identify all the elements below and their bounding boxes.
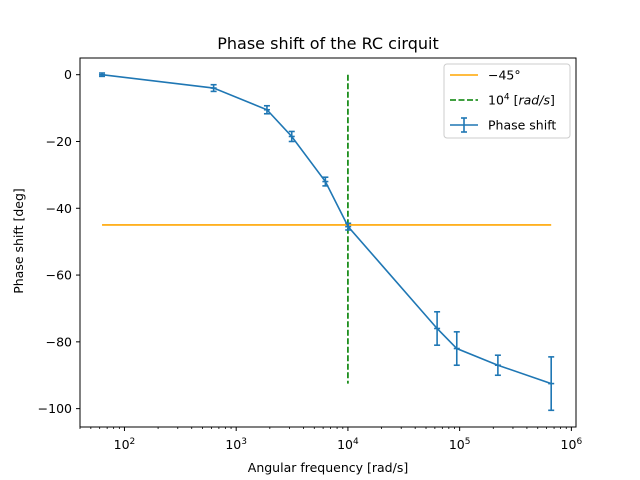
legend: −45° 104 [rad/s] Phase shift xyxy=(443,63,571,139)
error-bar xyxy=(494,354,501,377)
y-tick-label: −40 xyxy=(46,201,72,216)
y-tick-label: −80 xyxy=(46,334,72,349)
y-axis-label: Phase shift [deg] xyxy=(11,188,26,294)
error-bar xyxy=(434,310,441,346)
legend-label: −45° xyxy=(488,68,521,83)
legend-box xyxy=(443,63,571,139)
error-bar xyxy=(288,130,295,143)
legend-label: Phase shift xyxy=(488,118,556,133)
series-line-phase-shift xyxy=(101,73,552,385)
axes-frame xyxy=(79,57,577,428)
error-bar xyxy=(99,72,106,78)
error-bar xyxy=(548,356,555,412)
x-tick-label: 104 xyxy=(337,437,359,452)
x-tick-label: 106 xyxy=(561,437,583,452)
y-tick-label: −20 xyxy=(46,134,72,149)
tick-layer: 0 −20 −40 −60 −80 −100 102 103 104 105 106 xyxy=(38,67,583,452)
chart-title: Phase shift of the RC cirquit xyxy=(217,34,438,53)
error-bar xyxy=(263,104,270,115)
error-bar xyxy=(345,222,352,231)
y-tick-label: −100 xyxy=(38,401,72,416)
x-tick-label: 103 xyxy=(225,437,247,452)
error-bar xyxy=(322,176,329,187)
x-axis-label: Angular frequency [rad/s] xyxy=(248,460,408,475)
x-tick-label: 102 xyxy=(114,437,136,452)
legend-label: 104 [rad/s] xyxy=(488,93,555,108)
error-bar xyxy=(453,331,460,367)
plot-layer xyxy=(99,72,555,412)
y-tick-label: 0 xyxy=(64,67,72,82)
error-bar xyxy=(210,83,217,93)
x-tick-label: 105 xyxy=(449,437,471,452)
y-tick-label: −60 xyxy=(46,268,72,283)
